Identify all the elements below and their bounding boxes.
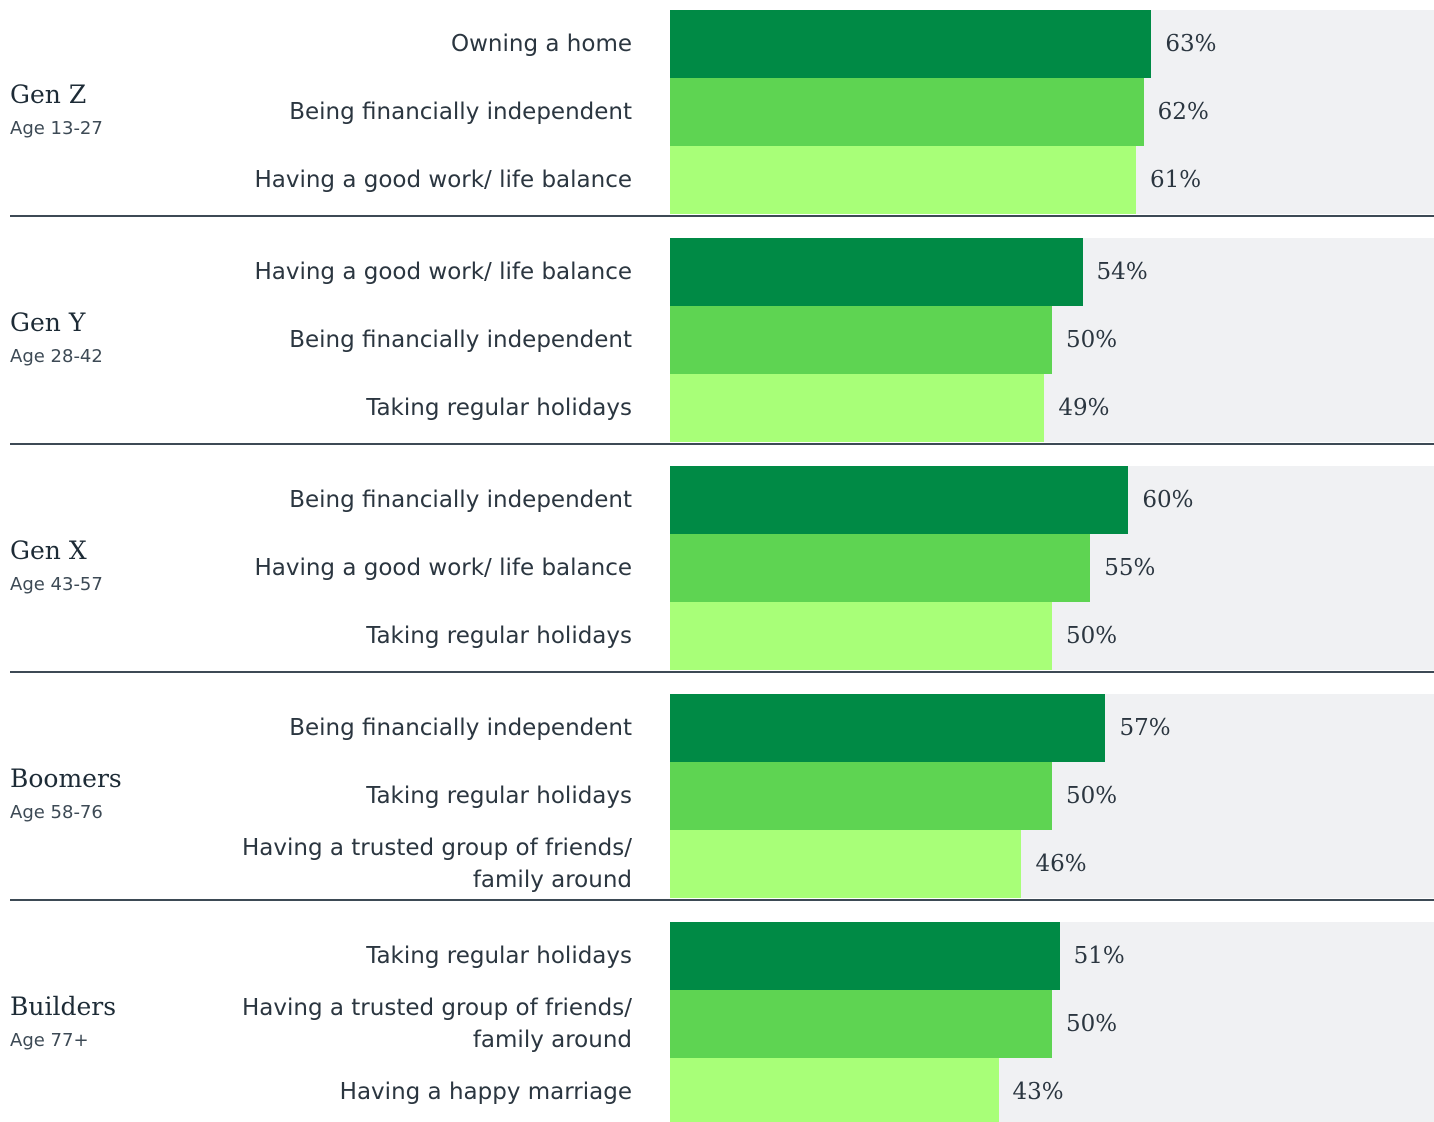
value-label: 57%: [1119, 715, 1171, 741]
group-name: Gen Z: [10, 80, 87, 109]
category-label: Being financially independent: [289, 327, 632, 353]
category-label: Having a happy marriage: [339, 1079, 632, 1105]
bar: [670, 534, 1091, 602]
group-name: Boomers: [10, 764, 122, 793]
bar: [670, 78, 1144, 146]
category-label: Having a good work/ life balance: [254, 555, 632, 581]
bar: [670, 990, 1052, 1058]
bar: [670, 602, 1052, 670]
value-label: 61%: [1150, 167, 1202, 193]
value-label: 46%: [1035, 851, 1087, 877]
category-label: Being financially independent: [289, 99, 632, 125]
category-label: Taking regular holidays: [366, 395, 632, 421]
group-name: Builders: [10, 992, 117, 1021]
value-label: 50%: [1066, 327, 1118, 353]
bar: [670, 306, 1052, 374]
category-label: Having a good work/ life balance: [254, 259, 632, 285]
value-label: 50%: [1066, 623, 1118, 649]
group-divider: [10, 671, 1434, 673]
bar: [670, 830, 1022, 898]
group-subtitle: Age 28-42: [10, 346, 103, 367]
category-label: Taking regular holidays: [366, 783, 632, 809]
group-subtitle: Age 77+: [10, 1030, 89, 1051]
bar: [670, 922, 1060, 990]
value-label: 60%: [1142, 487, 1194, 513]
value-label: 63%: [1165, 31, 1217, 57]
bar: [670, 466, 1129, 534]
value-label: 62%: [1157, 99, 1209, 125]
group-subtitle: Age 13-27: [10, 118, 103, 139]
bar: [670, 238, 1083, 306]
value-label: 50%: [1066, 783, 1118, 809]
group-divider: [10, 443, 1434, 445]
category-label: Owning a home: [451, 31, 632, 57]
group-subtitle: Age 43-57: [10, 574, 103, 595]
bar: [670, 146, 1137, 214]
category-label: Being financially independent: [289, 487, 632, 513]
value-label: 51%: [1073, 943, 1125, 969]
value-label: 54%: [1096, 259, 1148, 285]
group-subtitle: Age 58-76: [10, 802, 103, 823]
category-label: Taking regular holidays: [366, 943, 632, 969]
bar: [670, 374, 1045, 442]
category-label: Having a good work/ life balance: [254, 167, 632, 193]
value-label: 50%: [1066, 1011, 1118, 1037]
bar: [670, 10, 1152, 78]
group-name: Gen X: [10, 536, 87, 565]
value-label: 43%: [1012, 1079, 1064, 1105]
category-label: Having a trusted group of friends/ famil…: [242, 835, 632, 893]
category-label: Having a trusted group of friends/ famil…: [242, 995, 632, 1053]
value-label: 55%: [1104, 555, 1156, 581]
group-name: Gen Y: [10, 308, 86, 337]
bar: [670, 1058, 999, 1122]
category-label: Being financially independent: [289, 715, 632, 741]
group-divider: [10, 215, 1434, 217]
value-label: 49%: [1058, 395, 1110, 421]
bar: [670, 762, 1052, 830]
category-label: Taking regular holidays: [366, 623, 632, 649]
bar: [670, 694, 1106, 762]
group-divider: [10, 899, 1434, 901]
